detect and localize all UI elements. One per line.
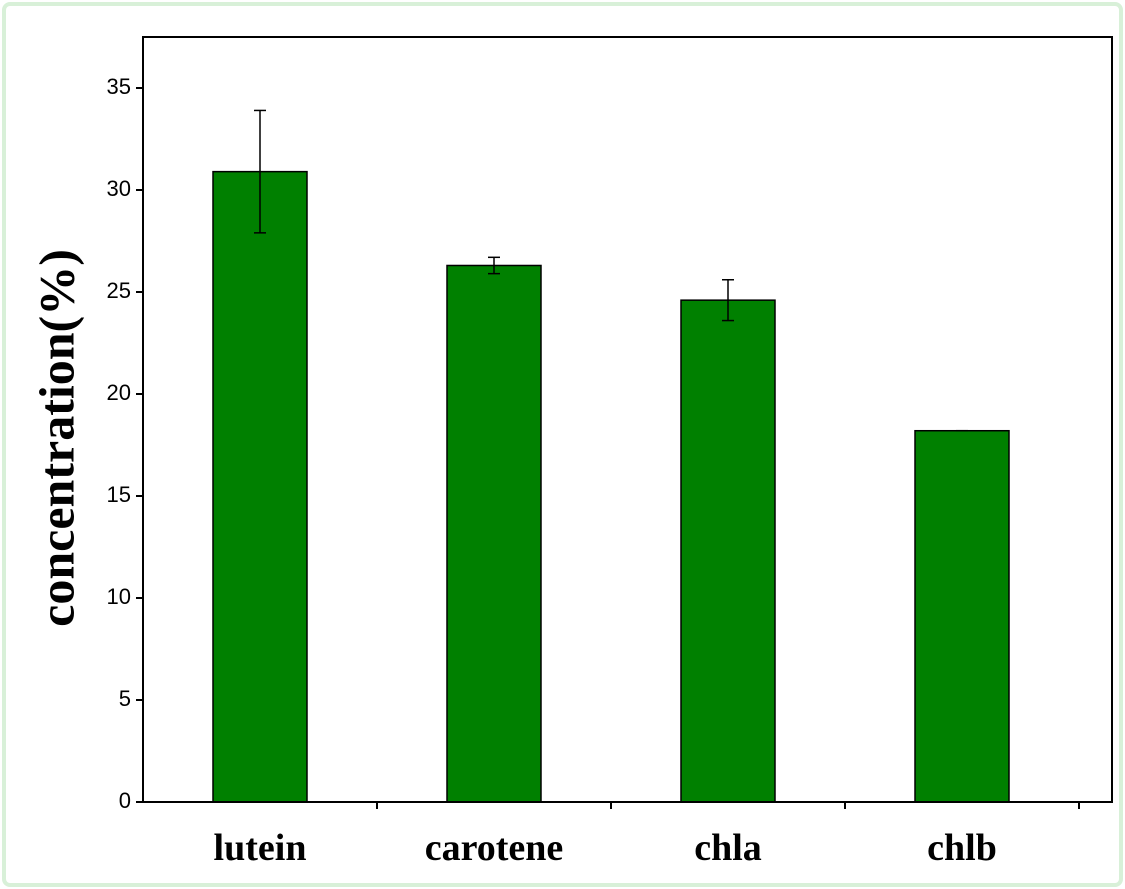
bar — [446, 264, 542, 803]
y-tick-label: 5 — [119, 686, 131, 711]
y-tick-label: 0 — [119, 788, 131, 813]
x-tick-label: chla — [694, 827, 762, 869]
x-tick-label: lutein — [214, 827, 307, 869]
y-axis-label: concentration(%) — [28, 249, 84, 627]
y-tick-label: 10 — [107, 584, 131, 609]
error-bar — [488, 256, 500, 275]
y-tick-label: 30 — [107, 176, 131, 201]
y-tick-label: 15 — [107, 482, 131, 507]
y-tick-label: 35 — [107, 74, 131, 99]
bar — [680, 299, 776, 803]
y-tick-label: 20 — [107, 380, 131, 405]
bar — [212, 170, 308, 803]
x-tick-label: chlb — [927, 827, 997, 869]
error-bar — [254, 109, 266, 234]
bar — [914, 429, 1010, 803]
error-bar — [722, 279, 734, 322]
x-tick-label: carotene — [425, 827, 564, 869]
plot-frame — [142, 36, 1113, 803]
y-tick-label: 25 — [107, 278, 131, 303]
